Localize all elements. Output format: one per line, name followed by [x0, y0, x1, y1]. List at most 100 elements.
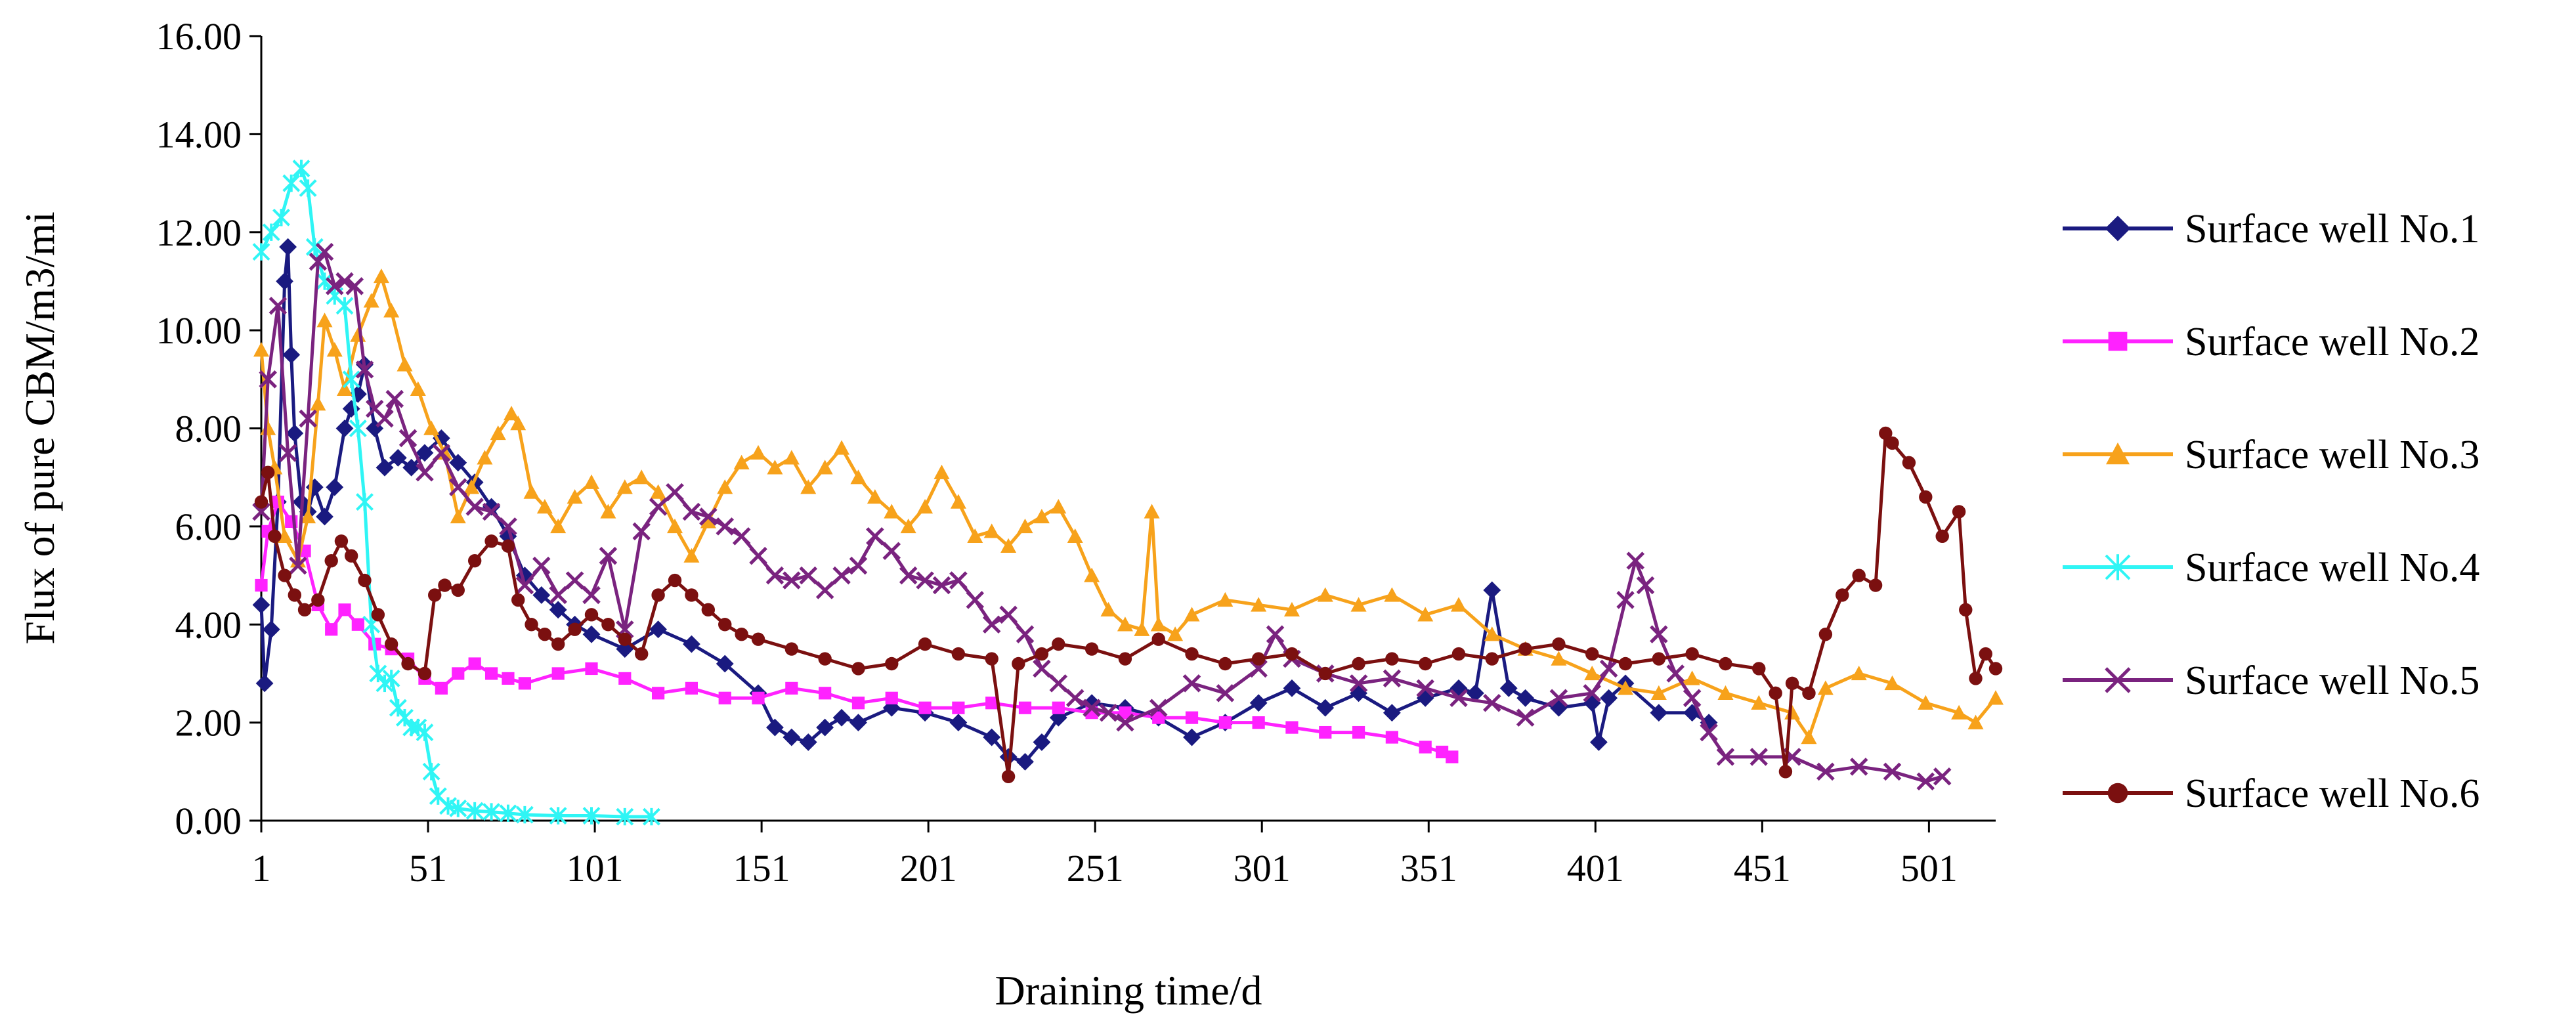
series-5-point — [1149, 699, 1168, 717]
y-tick-label: 4.00 — [175, 603, 242, 646]
series-2-point — [1419, 741, 1432, 754]
series-5-point — [716, 517, 734, 536]
series-6-point — [1035, 647, 1049, 661]
series-3-point — [1317, 587, 1333, 602]
series-5-point — [549, 586, 567, 605]
series-6-point — [1118, 652, 1132, 666]
series-5-point — [783, 571, 801, 590]
series-3-point — [510, 416, 526, 431]
series-1-point — [1033, 733, 1051, 751]
series-5-point — [699, 507, 718, 526]
series-5-point — [666, 483, 684, 502]
series-6-point — [384, 637, 398, 651]
series-6-point — [1318, 666, 1332, 681]
y-tick-label: 6.00 — [175, 506, 242, 548]
series-4 — [252, 160, 660, 826]
series-4-point — [582, 807, 601, 825]
series-6-point — [261, 465, 275, 479]
series-6-point — [1485, 652, 1499, 666]
series-5-point — [345, 277, 364, 295]
series-1-point — [335, 420, 354, 437]
series-6-point — [438, 578, 452, 592]
series-6-point — [511, 593, 525, 607]
series-3-point — [867, 489, 883, 504]
series-5-point — [1049, 674, 1068, 693]
series-6-point — [1518, 642, 1532, 656]
x-tick-label: 401 — [1567, 847, 1624, 890]
legend-item-1: Surface well No.1 — [2063, 207, 2479, 251]
series-5-point — [1483, 693, 1501, 712]
series-2-point — [885, 691, 898, 704]
series-3-point — [1150, 616, 1167, 632]
series-6-point — [951, 647, 966, 661]
x-tick-label: 101 — [567, 847, 624, 890]
series-5 — [252, 242, 1952, 791]
x-tick-label: 251 — [1067, 847, 1124, 890]
series-5-point — [999, 605, 1018, 624]
series-5-point — [1266, 625, 1285, 643]
series-6-point — [1719, 657, 1732, 671]
series-5-point — [799, 566, 818, 585]
series-2-point — [255, 578, 268, 592]
series-5-point — [326, 277, 344, 295]
series-3-point — [1801, 729, 1817, 744]
series-6-point — [635, 647, 649, 661]
series-6-point — [418, 666, 432, 681]
x-tick-group: 1 51 101 151 201 251 301 351 401 451 501 — [252, 821, 1958, 890]
legend-label: Surface well No.1 — [2185, 207, 2479, 251]
series-3-point — [373, 268, 389, 284]
series-5-point — [1033, 659, 1051, 678]
series-6-point — [1151, 632, 1165, 646]
series-6-point — [268, 529, 282, 544]
series-5-point — [682, 502, 701, 521]
series-5-point — [252, 502, 270, 521]
series-5-point — [432, 444, 451, 462]
series-1-point — [286, 424, 304, 442]
series-6-point — [1988, 662, 2003, 676]
series-6-point — [1285, 647, 1299, 661]
series-5-point — [1065, 689, 1084, 708]
series-5-point — [849, 556, 868, 575]
series-1-point — [832, 708, 851, 727]
series-3-point — [884, 504, 900, 519]
series-5-point — [1249, 659, 1268, 678]
series-4-point — [349, 420, 367, 437]
series-5-point — [335, 272, 354, 291]
series-6-point — [918, 637, 932, 651]
series-6-point — [1852, 569, 1866, 582]
x-axis-title: Draining time/d — [995, 967, 1262, 1014]
series-3-point — [1951, 704, 1967, 720]
series-3-point — [834, 440, 850, 455]
series-1-point — [716, 655, 734, 673]
series-3-point — [504, 406, 520, 421]
series-3-point — [477, 450, 493, 465]
series-6-point — [735, 627, 748, 641]
series-6-point — [1052, 637, 1065, 651]
series-5-point — [1116, 713, 1134, 732]
series-1-point — [1283, 679, 1301, 697]
legend-marker — [2105, 554, 2131, 580]
series-5-point — [599, 546, 618, 565]
series-3-point — [300, 508, 316, 524]
series-4-point — [439, 797, 457, 815]
series-3-point — [260, 420, 276, 435]
series-2-point — [1435, 745, 1449, 759]
series-6-point — [1218, 657, 1232, 671]
series-1-point — [1483, 581, 1501, 599]
series-2-point — [351, 618, 364, 631]
series-4-point — [449, 799, 467, 817]
series-4-point — [643, 808, 660, 826]
series-5-point — [515, 576, 534, 595]
series-5-point — [1383, 669, 1402, 688]
series-5-point — [1636, 576, 1655, 595]
series-3-point — [700, 513, 716, 528]
series-6-point — [358, 573, 372, 588]
series-3-point — [1450, 597, 1467, 612]
series-5-point — [309, 252, 328, 271]
series-1-point — [949, 714, 968, 732]
series-6-point — [311, 593, 325, 607]
series-3-point — [1117, 616, 1133, 632]
series-3-point — [683, 548, 700, 563]
series-4-point — [515, 806, 534, 824]
series-1-point — [279, 238, 297, 256]
